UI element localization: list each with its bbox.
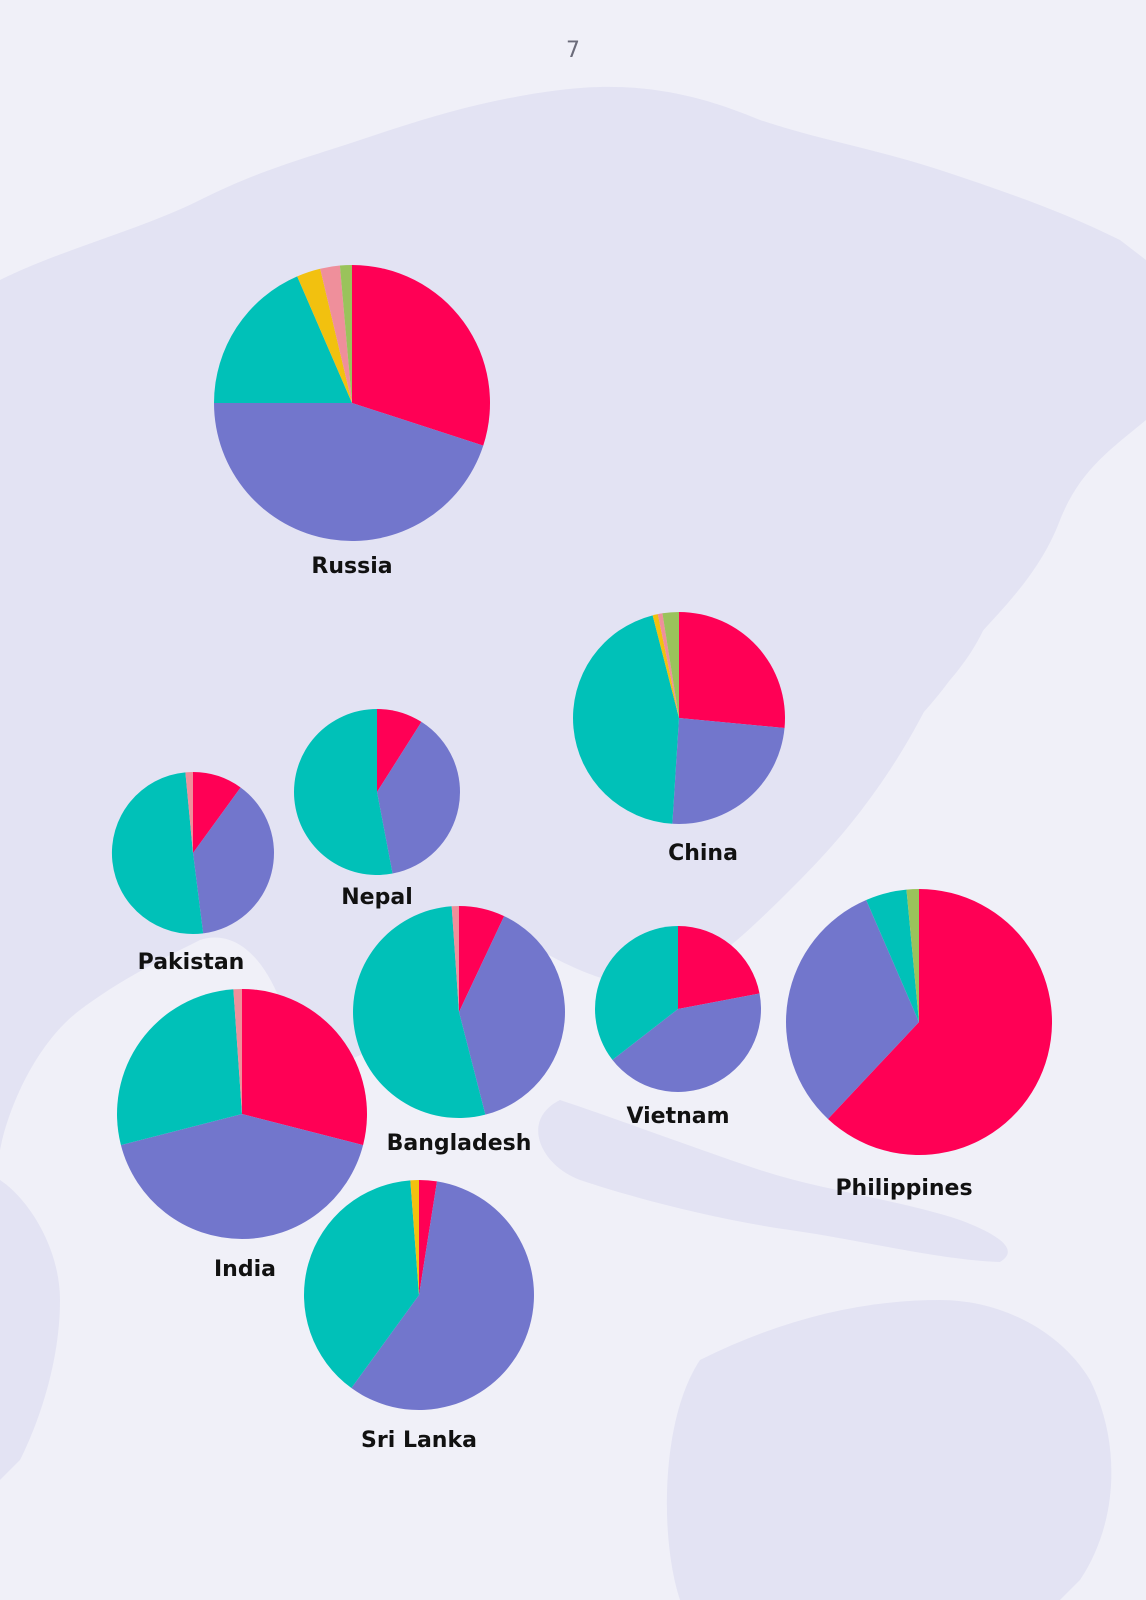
pie-slice-sri-lanka-2 bbox=[303, 1180, 419, 1389]
pie-slice-china-2 bbox=[573, 615, 679, 824]
country-label-sri-lanka: Sri Lanka bbox=[361, 1428, 477, 1453]
landmass-japan bbox=[856, 570, 996, 760]
pie-slice-philippines-5 bbox=[906, 888, 919, 1022]
pie-slice-philippines-2 bbox=[866, 889, 919, 1022]
country-label-india: India bbox=[214, 1257, 276, 1282]
pie-slice-pakistan-1 bbox=[193, 787, 274, 934]
pie-slice-pakistan-2 bbox=[111, 772, 204, 935]
country-label-pakistan: Pakistan bbox=[138, 950, 245, 975]
country-label-russia: Russia bbox=[311, 554, 392, 579]
pie-slice-philippines-0 bbox=[827, 889, 1053, 1156]
pie-slice-nepal-0 bbox=[377, 709, 422, 792]
pie-slice-vietnam-0 bbox=[678, 926, 760, 1009]
pie-sri-lanka bbox=[303, 1180, 534, 1411]
pie-slice-china-0 bbox=[679, 612, 786, 728]
pie-pakistan bbox=[111, 772, 274, 935]
pie-slice-china-5 bbox=[662, 612, 679, 718]
pie-slice-india-1 bbox=[120, 1114, 364, 1239]
country-label-philippines: Philippines bbox=[835, 1176, 972, 1201]
pie-slice-nepal-2 bbox=[293, 709, 393, 875]
pie-slice-russia-1 bbox=[213, 403, 484, 542]
pie-slice-india-2 bbox=[117, 989, 242, 1146]
landmass-africa bbox=[0, 1180, 60, 1480]
pie-slice-russia-5 bbox=[339, 265, 352, 403]
pie-slice-china-4 bbox=[657, 613, 679, 718]
pie-slice-pakistan-4 bbox=[185, 772, 193, 853]
pie-slice-sri-lanka-3 bbox=[410, 1180, 419, 1295]
pie-slice-bangladesh-0 bbox=[459, 906, 505, 1012]
pie-slice-bangladesh-4 bbox=[451, 906, 459, 1012]
pie-slice-bangladesh-2 bbox=[353, 906, 486, 1118]
landmass-australia bbox=[666, 1300, 1112, 1600]
pie-slice-russia-2 bbox=[214, 276, 352, 403]
pie-russia bbox=[213, 265, 491, 542]
pie-philippines bbox=[786, 888, 1053, 1156]
pie-china bbox=[573, 612, 786, 824]
pie-slice-india-4 bbox=[233, 989, 242, 1114]
page-number: 7 bbox=[566, 38, 580, 63]
pie-slice-sri-lanka-1 bbox=[351, 1181, 534, 1411]
pie-slice-nepal-1 bbox=[377, 721, 460, 874]
pie-slice-sri-lanka-0 bbox=[419, 1180, 437, 1295]
pie-slice-russia-4 bbox=[320, 265, 352, 403]
pie-slice-vietnam-1 bbox=[612, 993, 761, 1092]
country-label-bangladesh: Bangladesh bbox=[387, 1131, 532, 1156]
country-label-vietnam: Vietnam bbox=[626, 1104, 729, 1129]
pie-vietnam bbox=[595, 926, 761, 1092]
pie-nepal bbox=[293, 709, 460, 875]
pie-india bbox=[117, 989, 367, 1239]
pie-slice-philippines-1 bbox=[786, 899, 919, 1119]
pie-slice-pakistan-0 bbox=[193, 772, 241, 853]
landmass-southeast-asia bbox=[538, 1100, 1008, 1262]
pie-slice-bangladesh-1 bbox=[459, 916, 565, 1115]
pie-slice-russia-3 bbox=[297, 268, 352, 403]
pie-slice-india-0 bbox=[242, 989, 367, 1146]
country-label-china: China bbox=[668, 841, 738, 866]
pie-slice-china-3 bbox=[652, 614, 679, 718]
pie-bangladesh bbox=[353, 906, 565, 1118]
pie-slice-russia-0 bbox=[352, 265, 491, 446]
pie-slice-vietnam-2 bbox=[595, 926, 678, 1060]
pie-slice-china-1 bbox=[672, 718, 785, 824]
country-label-nepal: Nepal bbox=[341, 885, 412, 910]
